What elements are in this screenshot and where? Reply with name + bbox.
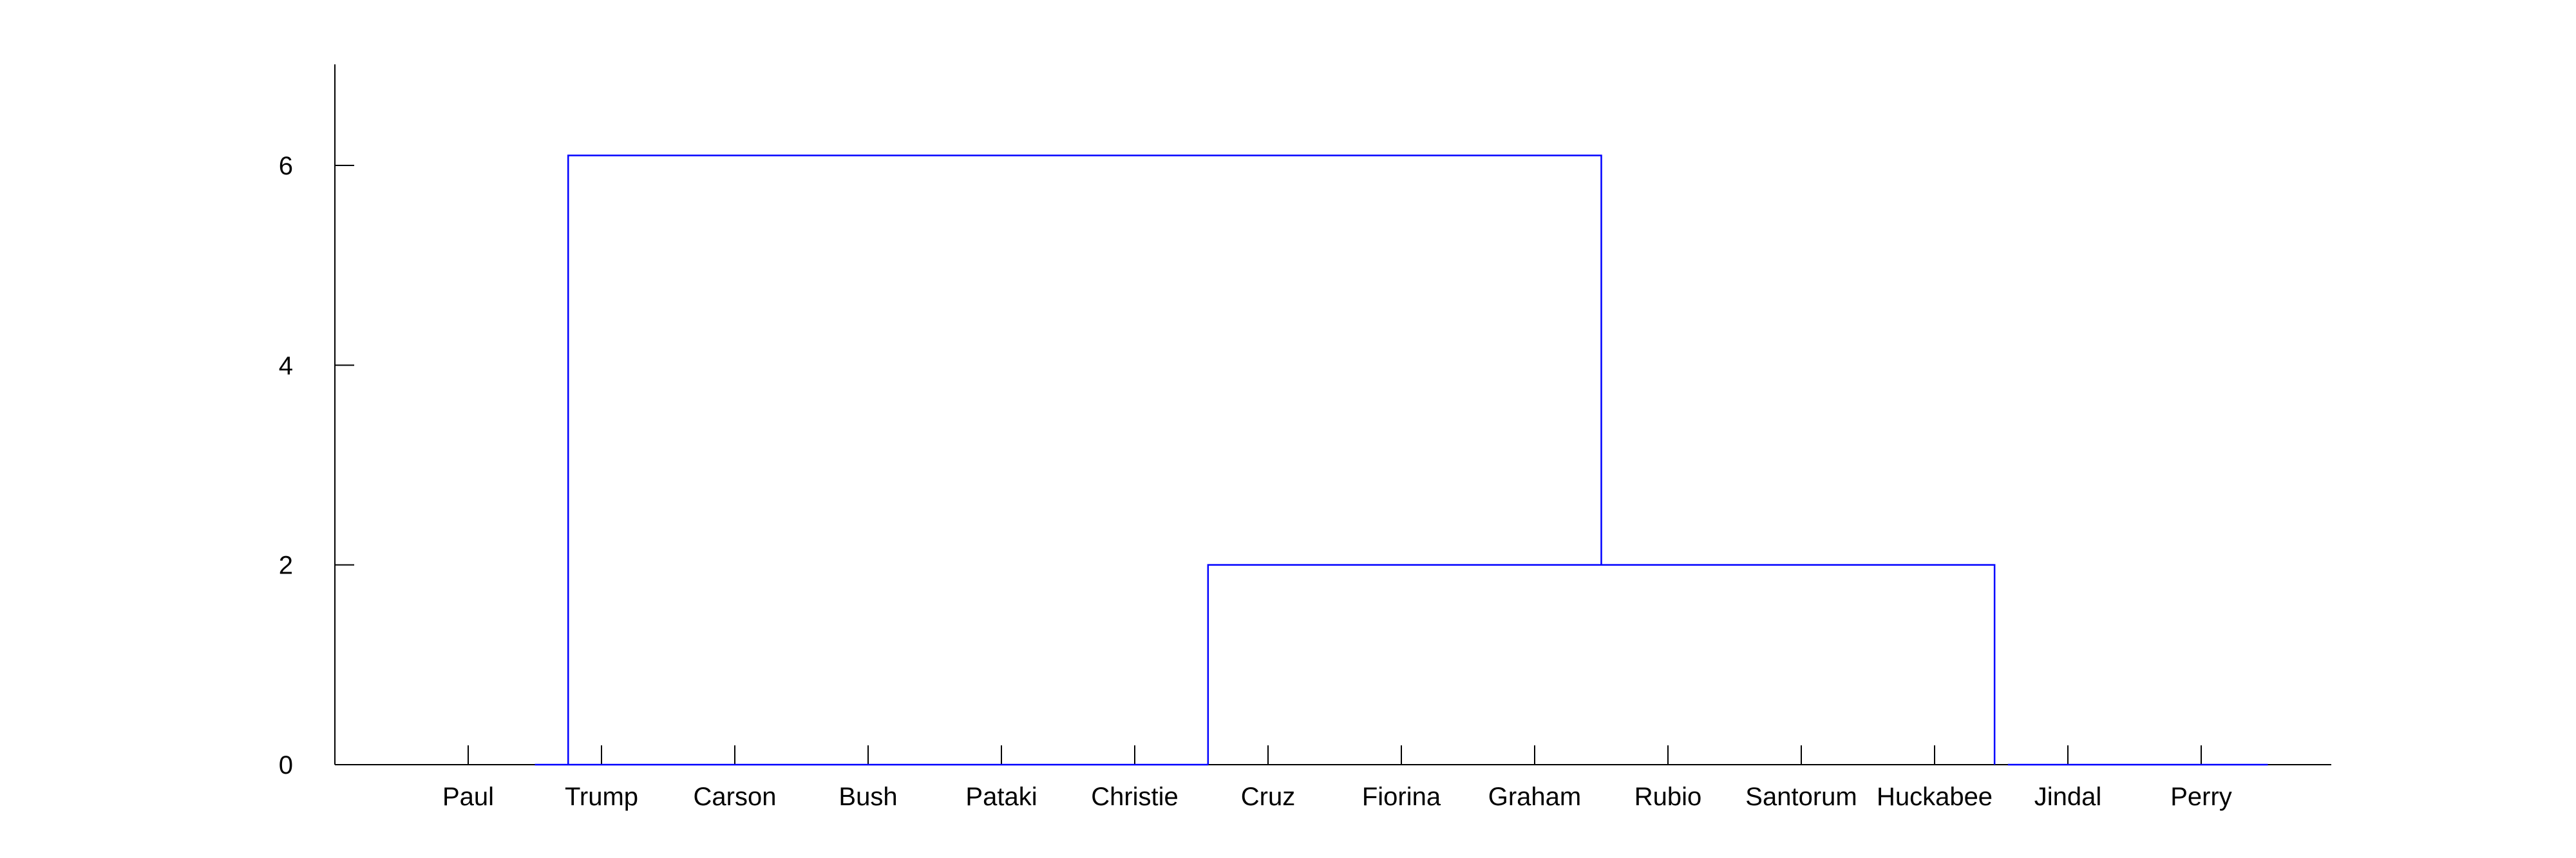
dendrogram-link — [567, 154, 1602, 765]
leaf-label-bush: Bush — [838, 783, 897, 811]
leaf-label-pataki: Pataki — [965, 783, 1037, 811]
y-tick-label: 2 — [279, 552, 293, 580]
leaf-label-carson: Carson — [694, 783, 777, 811]
leaf-label-rubio: Rubio — [1634, 783, 1702, 811]
y-tick-label: 4 — [279, 351, 293, 380]
leaf-label-jindal: Jindal — [2034, 783, 2102, 811]
leaf-label-cruz: Cruz — [1241, 783, 1295, 811]
leaf-label-graham: Graham — [1488, 783, 1582, 811]
leaf-label-fiorina: Fiorina — [1362, 783, 1441, 811]
leaf-label-huckabee: Huckabee — [1877, 783, 1993, 811]
axes — [334, 64, 2331, 765]
leaf-label-perry: Perry — [2170, 783, 2232, 811]
dendrogram-link — [1207, 564, 1996, 765]
leaf-label-santorum: Santorum — [1745, 783, 1857, 811]
dendrogram-links — [535, 154, 2268, 766]
leaf-label-paul: Paul — [442, 783, 494, 811]
leaf-label-trump: Trump — [565, 783, 638, 811]
x-ticks: Paul Trump Carson Bush Pataki Christie Cruz Fio… — [442, 745, 2232, 811]
y-tick-label: 0 — [279, 751, 293, 779]
leaf-label-christie: Christie — [1091, 783, 1179, 811]
y-tick-label: 6 — [279, 152, 293, 180]
y-ticks: 0 2 4 6 — [279, 152, 354, 779]
